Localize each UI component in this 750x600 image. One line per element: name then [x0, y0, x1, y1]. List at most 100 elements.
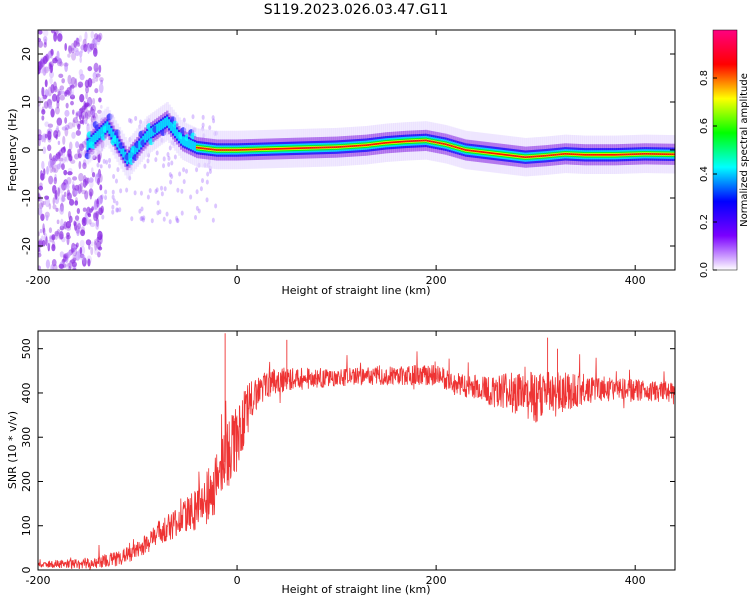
noise-speckle — [75, 220, 81, 226]
noise-speckle — [75, 112, 79, 119]
noise-speckle — [88, 218, 92, 225]
spectrogram-cell — [323, 146, 327, 149]
spectrogram-cell — [395, 141, 398, 143]
noise-speckle — [63, 191, 67, 197]
spectrogram-cell — [319, 146, 323, 149]
noise-speckle — [67, 74, 72, 85]
noise-speckle — [185, 168, 189, 174]
noise-speckle — [76, 228, 80, 237]
noise-speckle — [38, 192, 41, 201]
noise-speckle — [60, 218, 64, 229]
noise-speckle — [75, 111, 79, 116]
noise-speckle — [201, 122, 205, 128]
noise-speckle — [50, 30, 55, 34]
noise-speckle — [214, 203, 218, 209]
spectrogram-cell — [657, 153, 661, 155]
snr-y-label: SNR (10 * v/v) — [6, 411, 19, 489]
noise-speckle — [65, 252, 69, 260]
noise-speckle — [68, 198, 75, 206]
noise-speckle — [85, 110, 91, 119]
noise-speckle — [134, 115, 138, 121]
spectrogram-y-tick-label: 20 — [20, 47, 33, 61]
noise-speckle — [42, 66, 47, 76]
spectrogram-cell — [582, 153, 585, 156]
noise-speckle — [71, 261, 77, 268]
noise-speckle — [155, 187, 159, 193]
spectrogram-cell — [389, 141, 392, 144]
noise-speckle — [53, 31, 58, 42]
noise-speckle — [111, 194, 115, 200]
noise-speckle — [175, 215, 179, 221]
noise-speckle — [146, 194, 150, 200]
noise-speckle — [85, 239, 92, 246]
noise-speckle — [42, 227, 46, 236]
noise-speckle — [73, 245, 77, 251]
snr-y-tick-label: 300 — [20, 427, 33, 448]
spectrogram-cell — [168, 119, 171, 129]
noise-speckle — [141, 217, 145, 223]
noise-speckle — [133, 190, 137, 196]
noise-speckle — [89, 222, 96, 228]
noise-speckle — [90, 110, 96, 116]
snr-series-line — [38, 351, 675, 570]
noise-speckle — [173, 154, 177, 160]
noise-speckle — [98, 83, 104, 94]
spectrogram-cell — [311, 146, 315, 149]
noise-speckle — [67, 262, 72, 268]
spectrogram-cell — [347, 145, 351, 148]
noise-speckle — [74, 221, 78, 231]
noise-speckle — [99, 235, 103, 245]
noise-speckle — [111, 189, 115, 195]
spectrogram-cell — [391, 141, 394, 144]
spectrogram-cell — [570, 153, 573, 155]
noise-speckle — [115, 200, 119, 206]
spectrogram-cell — [611, 153, 615, 156]
spectrogram-cell — [623, 153, 627, 156]
spectrogram-cell — [602, 153, 605, 156]
noise-speckle — [96, 198, 99, 208]
spectrogram-cell — [598, 153, 601, 156]
noise-speckle — [74, 190, 78, 195]
noise-speckle — [45, 236, 48, 247]
spectrogram-cell — [426, 139, 430, 142]
spectrogram-cell — [341, 145, 345, 148]
spectrogram-cell — [227, 149, 231, 151]
spectrogram-cell — [257, 148, 261, 151]
noise-speckle — [55, 134, 58, 140]
noise-speckle — [82, 254, 86, 265]
noise-speckle — [61, 163, 65, 170]
noise-speckle — [70, 91, 75, 98]
noise-speckle — [50, 54, 53, 59]
noise-speckle — [182, 117, 186, 123]
noise-speckle — [58, 263, 65, 269]
spectrogram-cell — [164, 118, 167, 128]
noise-speckle — [38, 96, 42, 107]
noise-speckle — [64, 124, 70, 131]
spectrogram-cell — [351, 145, 355, 147]
noise-speckle — [199, 186, 203, 192]
noise-speckle — [208, 125, 212, 131]
spectrogram-cell — [604, 153, 607, 156]
noise-speckle — [82, 38, 87, 48]
spectrogram-cell — [357, 144, 360, 147]
noise-speckle — [56, 58, 63, 67]
spectrogram-cell — [641, 153, 645, 155]
noise-speckle — [75, 225, 81, 234]
spectrogram-cell — [470, 149, 474, 152]
spectrogram-cell — [546, 154, 550, 157]
noise-speckle — [74, 200, 79, 206]
noise-speckle — [57, 140, 61, 145]
spectrogram-cell — [631, 153, 635, 156]
noise-speckle — [47, 135, 52, 143]
noise-speckle — [205, 179, 209, 185]
noise-speckle — [80, 229, 86, 237]
spectrogram-cell — [345, 145, 349, 148]
noise-speckle — [77, 183, 82, 194]
noise-speckle — [38, 40, 44, 48]
noise-speckle — [130, 216, 134, 222]
noise-speckle — [59, 61, 64, 67]
spectrogram-cell — [211, 148, 215, 151]
noise-speckle — [38, 185, 44, 191]
noise-speckle — [119, 188, 123, 194]
spectrogram-cell — [606, 153, 609, 156]
